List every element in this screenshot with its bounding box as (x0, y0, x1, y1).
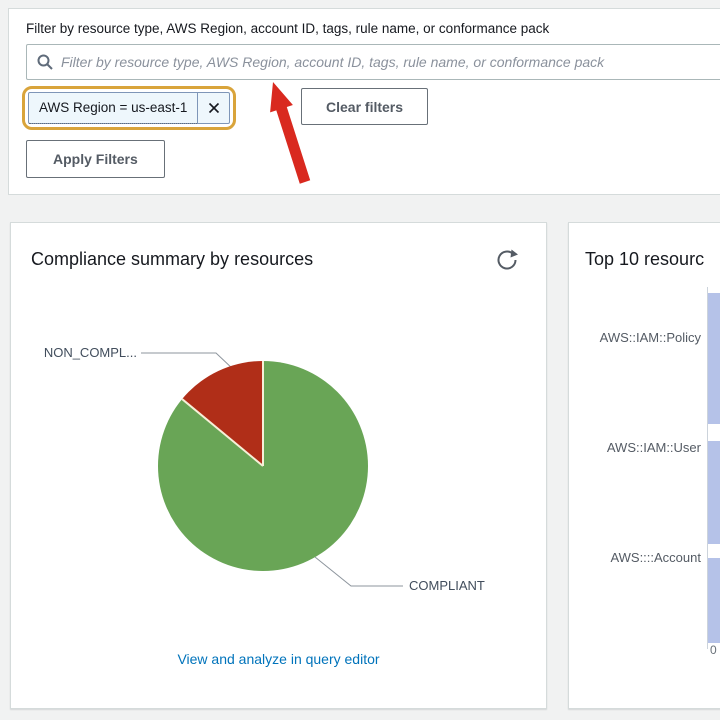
x-axis-tick-zero: 0 (710, 643, 717, 657)
remove-filter-button[interactable] (197, 93, 229, 123)
y-axis-line (707, 287, 708, 649)
close-icon (208, 102, 220, 114)
annotation-highlight: AWS Region = us-east-1 (22, 86, 237, 130)
pie-separator-top (262, 361, 264, 466)
filter-panel: Filter by resource type, AWS Region, acc… (8, 8, 720, 195)
hbar[interactable] (708, 293, 720, 424)
clear-filters-button[interactable]: Clear filters (301, 88, 429, 125)
filter-search-input[interactable] (61, 45, 720, 79)
compliance-card-title: Compliance summary by resources (31, 249, 314, 269)
refresh-button[interactable] (493, 247, 521, 275)
compliance-summary-card: Compliance summary by resources NON_COMP… (10, 222, 547, 709)
hbar[interactable] (708, 558, 720, 643)
pie-label-compliant: COMPLIANT (409, 578, 485, 593)
filter-search-box[interactable] (26, 44, 720, 80)
pie-label-non-compliant: NON_COMPL... (43, 345, 137, 360)
filter-section-label: Filter by resource type, AWS Region, acc… (26, 21, 550, 36)
query-editor-link[interactable]: View and analyze in query editor (177, 651, 380, 667)
filter-token-label: AWS Region = us-east-1 (29, 93, 198, 124)
apply-filters-button[interactable]: Apply Filters (26, 140, 165, 178)
filter-token[interactable]: AWS Region = us-east-1 (28, 92, 231, 124)
pie-chart[interactable] (158, 361, 368, 571)
search-icon (37, 54, 53, 70)
hbar[interactable] (708, 441, 720, 544)
top10-resources-card: Top 10 resourc AWS::IAM::Policy AWS::IAM… (568, 222, 720, 709)
top10-card-title: Top 10 resourc (585, 249, 705, 269)
pie-separator-start (181, 398, 264, 467)
bar-category-label: AWS::::Account (610, 550, 701, 565)
bar-category-label: AWS::IAM::User (606, 440, 701, 455)
refresh-icon (497, 249, 518, 269)
bar-category-label: AWS::IAM::Policy (599, 330, 701, 345)
